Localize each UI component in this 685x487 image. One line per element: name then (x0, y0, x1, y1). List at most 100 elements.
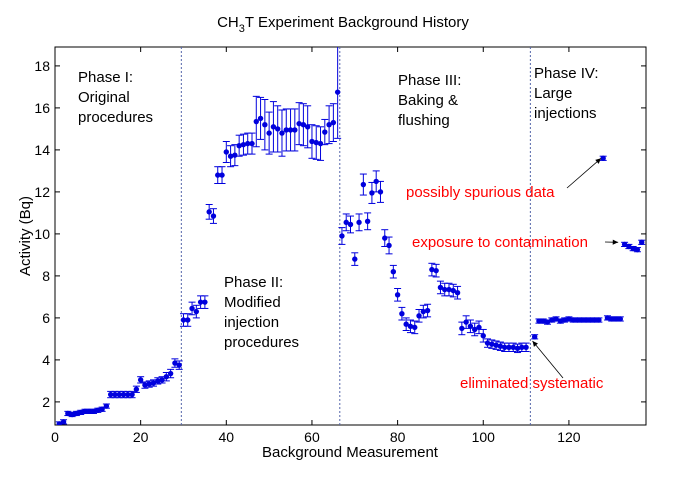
marker (459, 325, 465, 332)
title-post: Experiment Background History (254, 14, 470, 31)
phase-label: Phase III: Baking & flushing (398, 72, 461, 129)
annotation-arrowhead (612, 239, 619, 245)
plot-frame (54, 46, 647, 426)
marker (219, 172, 225, 178)
data-point (449, 283, 457, 298)
marker (407, 323, 414, 329)
marker (249, 140, 255, 147)
phase-label-line: injection (224, 314, 279, 331)
data-point (402, 317, 410, 331)
marker (304, 124, 311, 130)
data-point (257, 96, 265, 140)
data-point (522, 342, 530, 352)
data-point (466, 319, 474, 334)
marker (446, 286, 452, 293)
marker (480, 333, 486, 339)
x-tick-label: 100 (472, 429, 496, 445)
annotation-arrowhead (532, 341, 538, 347)
marker (180, 317, 187, 323)
marker (377, 189, 384, 195)
data-point (102, 403, 110, 409)
marker (137, 377, 144, 383)
data-point (376, 180, 384, 203)
marker (420, 308, 427, 315)
marker (142, 382, 148, 388)
marker (390, 269, 397, 275)
data-point (484, 338, 492, 348)
data-point (475, 320, 483, 335)
data-point (218, 166, 226, 184)
phase-label: Phase II: Modified injection procedures (224, 274, 299, 351)
phase-label-line: procedures (224, 334, 299, 351)
marker (399, 311, 405, 317)
marker (167, 370, 174, 377)
marker (185, 317, 191, 323)
data-point (308, 124, 316, 159)
marker (133, 386, 140, 392)
marker (609, 316, 615, 322)
data-point (278, 109, 286, 157)
data-point (334, 47, 342, 139)
x-tick-label: 120 (557, 429, 581, 445)
data-point (471, 322, 479, 337)
data-point (295, 102, 303, 146)
marker (274, 126, 281, 132)
marker (172, 360, 178, 366)
data-point (514, 343, 522, 354)
data-point (167, 368, 175, 379)
marker (163, 374, 170, 380)
marker (403, 321, 409, 327)
marker (155, 378, 161, 384)
marker (202, 299, 208, 305)
x-axis-label: Background Measurement (262, 444, 439, 461)
marker (467, 323, 474, 329)
data-point (638, 239, 646, 245)
data-point (321, 118, 329, 146)
data-point (274, 105, 282, 153)
marker (523, 344, 529, 350)
marker (471, 326, 478, 333)
data-point (342, 213, 350, 232)
data-point (385, 236, 393, 255)
y-tick-label: 14 (34, 142, 50, 158)
marker (60, 419, 67, 425)
data-point (411, 320, 419, 335)
data-point (479, 328, 487, 343)
x-tick-label: 20 (133, 429, 149, 445)
marker (296, 120, 302, 127)
data-point (128, 390, 136, 399)
marker (484, 340, 491, 346)
data-point (291, 108, 299, 152)
marker (240, 141, 247, 148)
chart-title: CH3T Experiment Background History (217, 14, 469, 35)
data-point (509, 342, 517, 352)
data-point (60, 419, 68, 425)
data-point (184, 313, 192, 327)
marker (326, 122, 332, 128)
data-point (231, 144, 239, 167)
phase-label-line: Large (534, 85, 572, 102)
data-point (205, 204, 213, 220)
marker (360, 181, 367, 188)
marker (86, 408, 92, 415)
marker (270, 124, 277, 130)
title-mid: T (245, 14, 254, 31)
marker (476, 324, 482, 331)
marker (412, 324, 418, 331)
data-point (445, 282, 453, 297)
marker (176, 362, 182, 368)
data-point (201, 295, 209, 309)
marker (454, 290, 461, 296)
marker (433, 267, 439, 274)
marker (596, 317, 602, 323)
data-point (269, 101, 277, 153)
marker (352, 256, 358, 262)
marker (356, 219, 362, 226)
marker (129, 391, 135, 398)
marker (639, 239, 645, 245)
data-point (462, 315, 470, 329)
title-pre: CH (217, 14, 239, 31)
y-tick-label: 12 (34, 184, 50, 200)
axes-layer: 0 20 40 60 80 100 120 2 4 6 8 10 12 14 16 18 (34, 47, 646, 445)
data-point (248, 132, 256, 155)
